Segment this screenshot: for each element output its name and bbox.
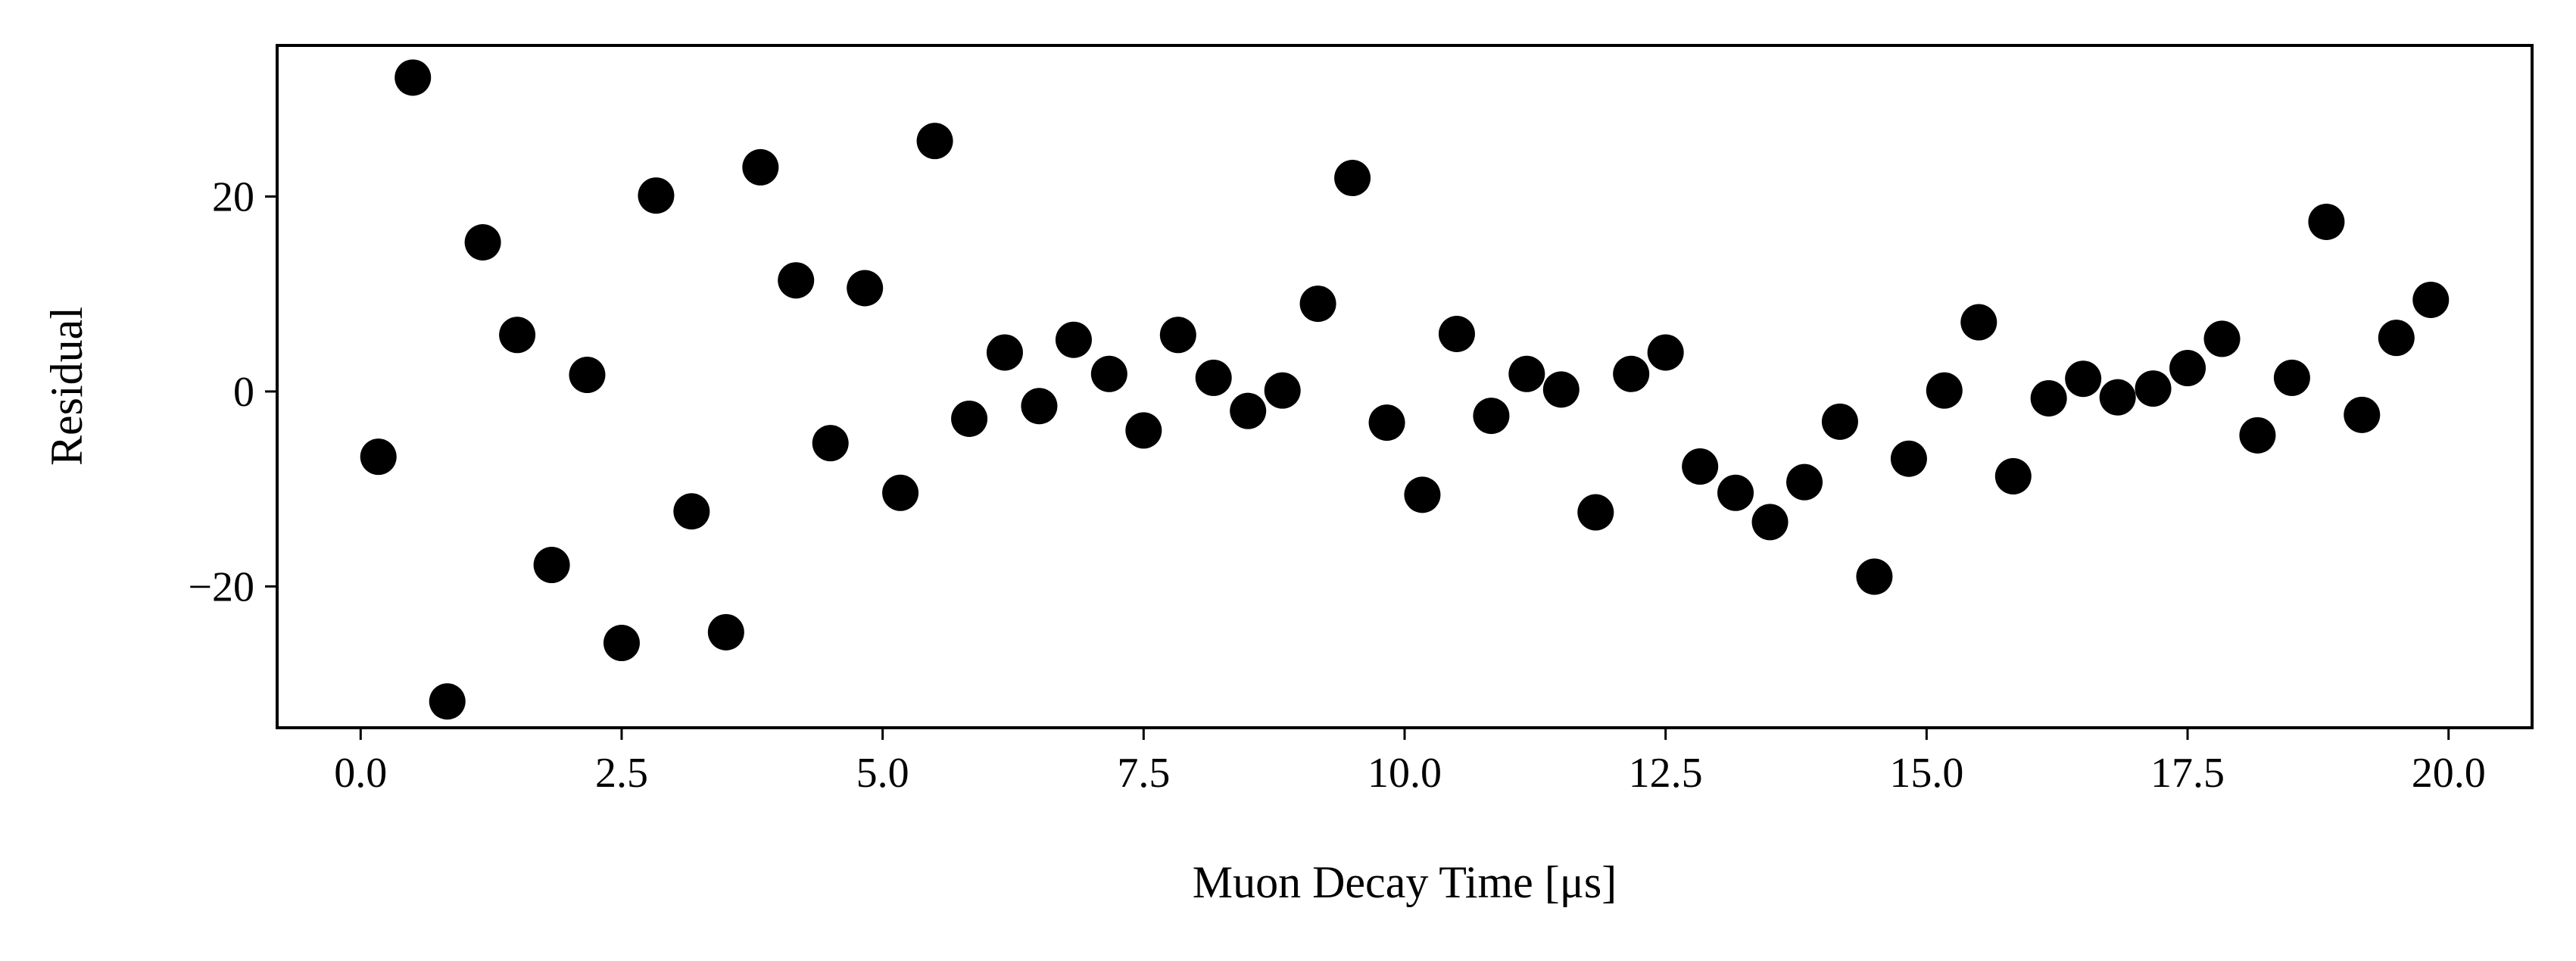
x-tick-label: 17.5 (2150, 750, 2225, 797)
data-point (1090, 355, 1127, 392)
data-point (1994, 457, 2032, 495)
data-point (499, 317, 536, 354)
scatter-points (360, 59, 2450, 720)
data-point (1682, 448, 1719, 485)
data-point (2099, 379, 2136, 416)
x-tick-label: 20.0 (2412, 750, 2486, 797)
data-point (1404, 476, 1441, 513)
data-point (1786, 463, 1823, 501)
data-point (1021, 388, 1058, 425)
data-point (812, 425, 849, 462)
x-tick-label: 10.0 (1368, 750, 1442, 797)
data-point (2344, 396, 2381, 433)
y-axis-ticks: −20 0 20 (188, 174, 277, 610)
x-tick-label: 12.5 (1629, 750, 1703, 797)
x-tick-label: 2.5 (595, 750, 648, 797)
data-point (2203, 320, 2241, 357)
data-point (2378, 320, 2415, 357)
y-axis-label: Residual (42, 307, 92, 466)
data-point (395, 59, 432, 96)
data-point (1159, 317, 1196, 354)
data-point (2239, 417, 2276, 454)
data-point (986, 334, 1023, 371)
x-axis-label: Muon Decay Time [μs] (1193, 857, 1617, 907)
data-point (742, 148, 779, 186)
data-point (916, 123, 953, 160)
data-point (1264, 372, 1301, 409)
data-point (1856, 558, 1893, 595)
data-point (1508, 355, 1545, 392)
y-tick-label: −20 (188, 563, 254, 610)
y-tick-label: 0 (233, 369, 254, 416)
data-point (360, 438, 397, 476)
x-tick-label: 15.0 (1889, 750, 1963, 797)
data-point (1438, 315, 1475, 352)
data-point (2412, 281, 2450, 318)
data-point (1960, 304, 1997, 341)
data-point (603, 625, 640, 662)
data-point (673, 493, 710, 530)
data-point (1577, 494, 1614, 531)
data-point (2135, 370, 2172, 407)
data-point (1473, 398, 1510, 435)
x-tick-label: 7.5 (1117, 750, 1170, 797)
data-point (2273, 359, 2310, 396)
data-point (2169, 350, 2206, 387)
data-point (533, 547, 570, 584)
data-point (1125, 412, 1162, 449)
data-point (951, 400, 988, 437)
data-point (1230, 392, 1267, 429)
data-point (778, 262, 815, 299)
data-point (1299, 285, 1336, 323)
data-point (429, 683, 466, 720)
data-point (638, 177, 675, 214)
y-tick-label: 20 (212, 174, 254, 221)
data-point (569, 357, 606, 394)
data-point (1055, 321, 1092, 358)
x-axis-ticks: 0.0 2.5 5.0 7.5 10.0 12.5 15.0 17.5 20.0 (334, 728, 2486, 797)
data-point (464, 224, 501, 261)
data-point (1334, 160, 1371, 197)
data-point (882, 474, 919, 511)
data-point (1195, 359, 1232, 396)
data-point (1926, 372, 1963, 409)
data-point (1613, 355, 1650, 392)
plot-frame (276, 44, 2534, 729)
data-point (847, 270, 884, 307)
data-point (1647, 334, 1684, 371)
data-point (1821, 403, 1858, 440)
data-point (1542, 371, 1580, 408)
data-point (1368, 404, 1405, 441)
x-tick-label: 0.0 (334, 750, 387, 797)
data-point (707, 613, 744, 651)
data-point (1890, 440, 1927, 477)
data-point (2065, 360, 2102, 398)
data-point (2030, 379, 2067, 417)
data-point (1717, 474, 1754, 511)
x-tick-label: 5.0 (856, 750, 909, 797)
data-point (2308, 203, 2345, 240)
data-point (1751, 504, 1789, 541)
